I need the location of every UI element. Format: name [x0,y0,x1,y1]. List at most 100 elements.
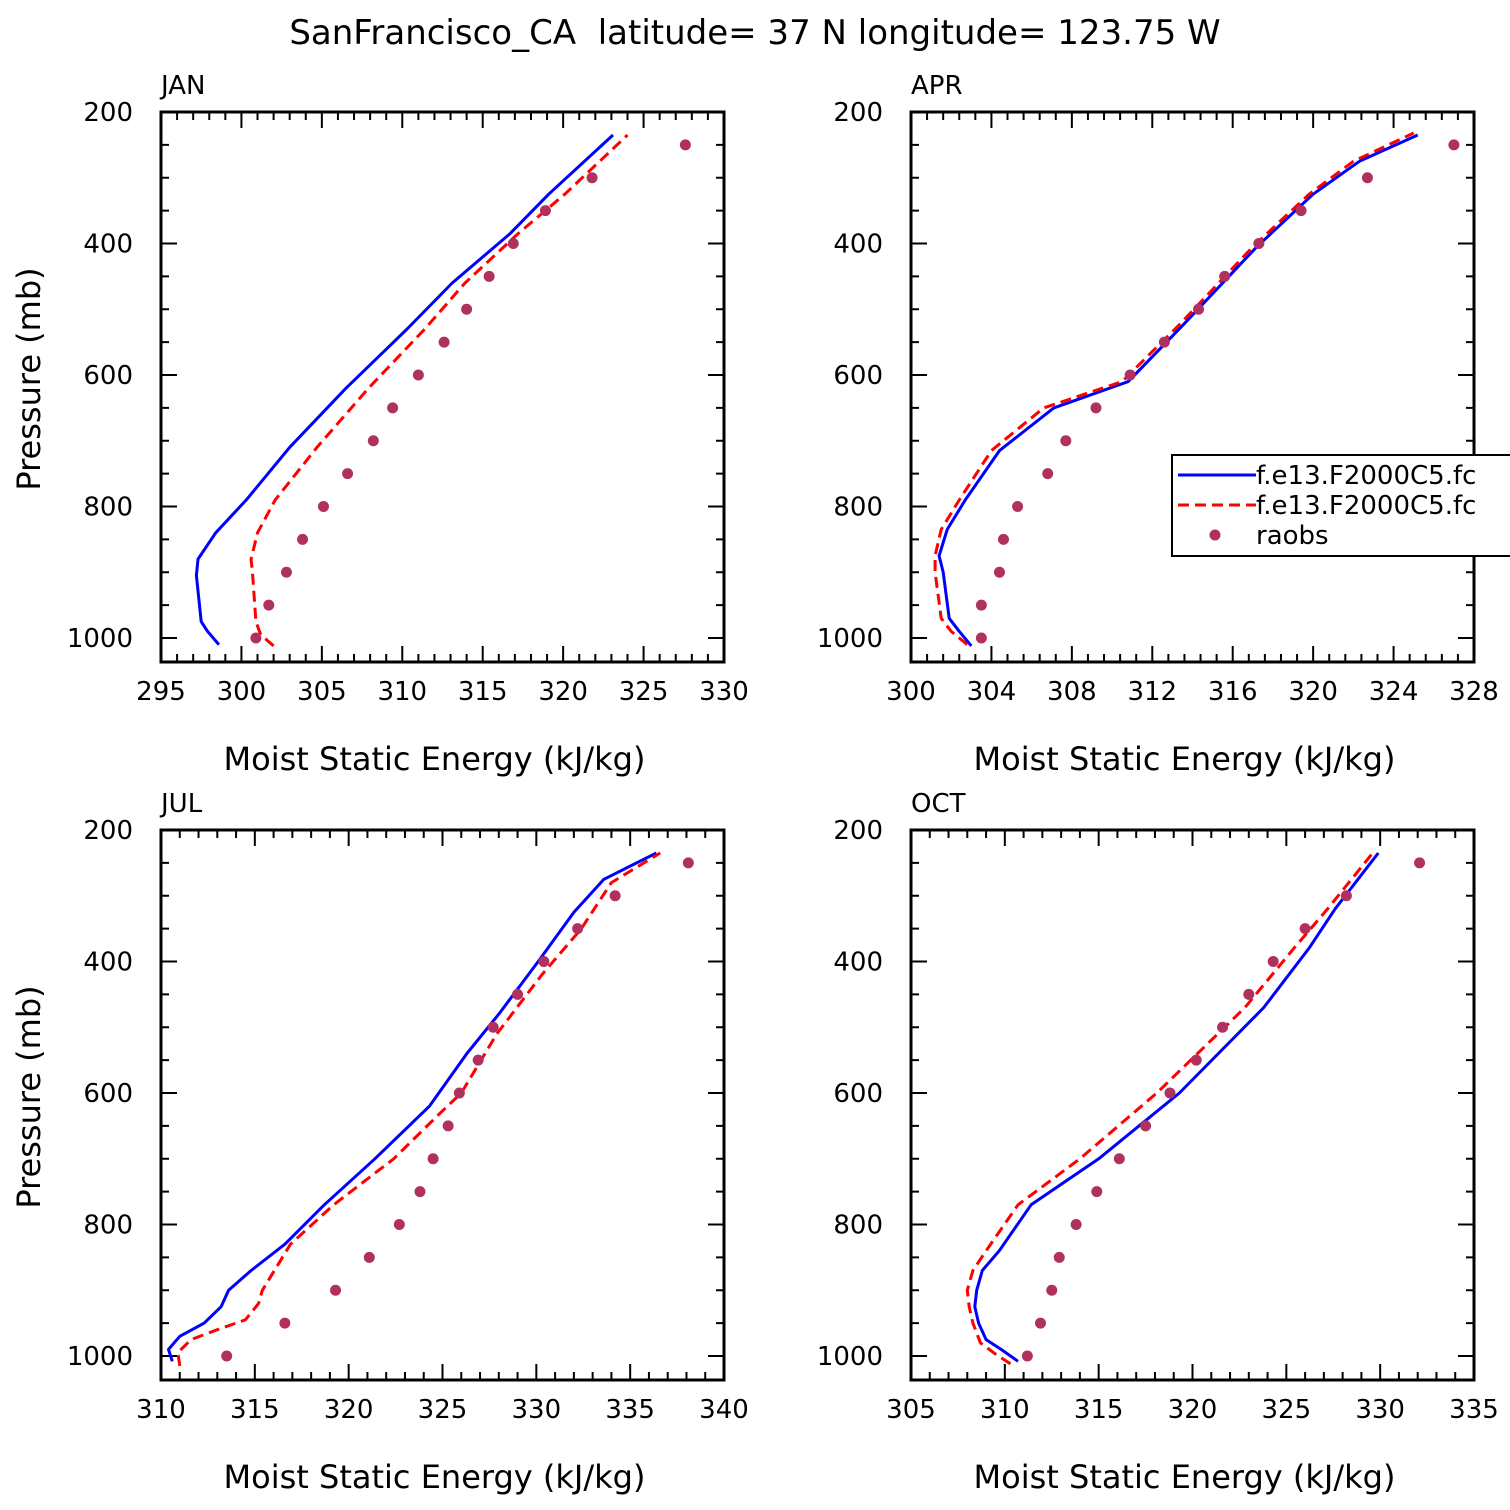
x-axis-label: Moist Static Energy (kJ/kg) [974,740,1396,778]
y-tick-label: 600 [833,1079,883,1109]
raobs-point [1217,1021,1229,1033]
y-tick-label: 200 [833,98,883,128]
x-tick-label: 330 [1355,1395,1405,1425]
x-tick-label: 320 [324,1395,374,1425]
y-tick-label: 1000 [67,1342,133,1372]
x-tick-label: 320 [538,677,588,707]
raobs-point [472,1054,484,1066]
series-group [194,133,691,648]
series-line-solid [194,133,615,646]
raobs-point [1021,1350,1033,1362]
raobs-point [461,303,473,315]
x-tick-label: 305 [886,1395,936,1425]
raobs-point [1253,238,1265,249]
series-line-dashed [965,852,1374,1366]
legend-marker [1209,529,1221,541]
raobs-point [1361,172,1373,184]
x-tick-label: 325 [619,677,669,707]
raobs-point [297,533,309,545]
y-tick-label: 200 [833,816,883,846]
x-tick-label: 308 [1047,677,1097,707]
raobs-point [1012,501,1024,512]
plot-frame [909,110,1476,664]
y-tick-label: 400 [83,230,133,260]
y-tick-label: 1000 [817,1342,883,1372]
series-group [965,852,1426,1366]
series-group [933,131,1460,647]
x-tick-label: 300 [217,677,267,707]
raobs-point [442,1120,454,1132]
y-tick-label: 600 [83,361,133,391]
y-tick-label: 400 [833,230,883,260]
raobs-point [1243,988,1255,1000]
raobs-point [572,923,584,935]
x-tick-label: 335 [605,1395,655,1425]
figure-title: SanFrancisco_CA latitude= 37 N longitude… [289,13,1220,53]
y-axis-label: Pressure (mb) [10,267,48,490]
x-tick-label: 300 [886,677,936,707]
raobs-point [997,533,1009,545]
x-tick-label: 328 [1449,677,1499,707]
raobs-point [507,238,519,249]
y-tick-label: 600 [83,1079,133,1109]
raobs-point [363,1251,375,1263]
x-tick-label: 304 [967,677,1017,707]
x-tick-label: 324 [1369,677,1419,707]
raobs-point [1299,923,1311,935]
raobs-point [393,1219,405,1230]
raobs-point [412,369,424,381]
raobs-point [1091,1186,1103,1198]
raobs-point [1219,270,1231,282]
raobs-point [1113,1153,1125,1165]
x-tick-label: 320 [1168,1395,1218,1425]
x-tick-label: 305 [297,677,347,707]
raobs-point [586,172,598,184]
x-tick-label: 310 [136,1395,186,1425]
y-axis-label: Pressure (mb) [10,985,48,1208]
raobs-point [317,501,329,512]
series-line-dashed [176,851,661,1367]
raobs-point [1053,1251,1065,1263]
x-tick-label: 295 [136,677,186,707]
raobs-point [250,632,262,644]
legend-label: f.e13.F2000C5.fc [1256,491,1476,521]
panel-label: OCT [911,789,966,819]
raobs-point [453,1087,465,1099]
series-line-solid [937,133,1419,647]
series-line-dashed [249,133,629,648]
legend-box [1171,454,1510,557]
x-tick-label: 310 [377,677,427,707]
y-tick-label: 800 [83,493,133,523]
y-tick-label: 800 [833,1211,883,1241]
y-tick-label: 400 [83,948,133,978]
raobs-point [1034,1317,1046,1329]
raobs-point [1164,1087,1176,1099]
panel-label: JAN [159,71,205,101]
x-tick-label: 315 [1074,1395,1124,1425]
x-tick-label: 315 [230,1395,280,1425]
raobs-point [414,1186,426,1198]
x-tick-label: 312 [1127,677,1177,707]
panel-label: JUL [159,789,203,819]
raobs-point [1295,205,1307,217]
raobs-point [1140,1120,1152,1132]
legend-label: raobs [1256,521,1329,551]
raobs-point [330,1284,342,1296]
raobs-point [483,270,495,282]
y-tick-label: 800 [833,493,883,523]
panel-label: APR [911,71,963,101]
raobs-point [539,205,551,217]
raobs-point [1090,402,1102,414]
x-tick-label: 315 [458,677,508,707]
panel-jul: JUL 310 315 320 325 330 335 340 200 400 600 800 1000… [10,789,749,1496]
x-tick-label: 325 [1262,1395,1312,1425]
x-tick-label: 320 [1288,677,1338,707]
x-tick-label: 335 [1449,1395,1499,1425]
raobs-point [427,1153,439,1165]
series-line-solid [973,852,1380,1363]
panel-oct: OCT 305 310 315 320 325 330 335 200 400 600 800 1000… [817,789,1499,1496]
raobs-point [279,1317,291,1329]
raobs-point [1070,1219,1082,1230]
